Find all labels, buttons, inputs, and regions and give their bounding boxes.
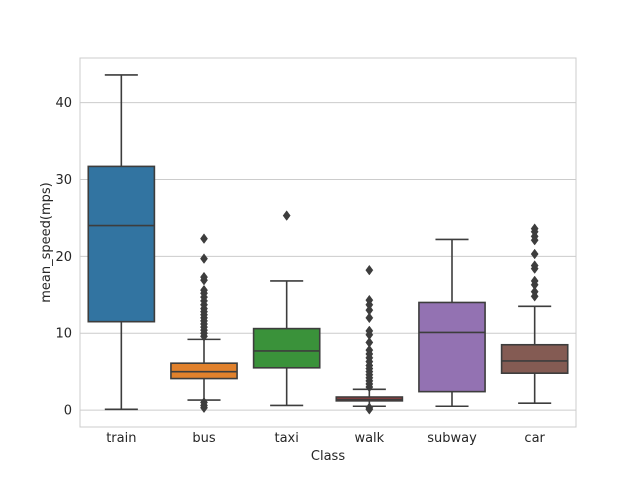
outlier-point — [200, 253, 208, 264]
outlier-point — [200, 233, 208, 244]
x-tick-label: taxi — [274, 431, 298, 446]
y-tick-labels: 0 10 20 30 40 — [55, 96, 72, 419]
outlier-point — [365, 264, 374, 276]
box-iqr — [252, 327, 321, 369]
outlier-point — [530, 275, 539, 287]
outlier-point — [530, 223, 539, 234]
plot-area — [79, 57, 577, 428]
y-axis-label: mean_speed(mps) — [39, 182, 54, 302]
box-group — [500, 223, 569, 404]
outlier-point — [365, 344, 374, 356]
box-iqr — [87, 165, 156, 323]
x-axis-label: Class — [311, 449, 345, 464]
box-group — [418, 238, 486, 408]
outlier-point — [200, 284, 208, 296]
outlier-point — [365, 337, 374, 348]
y-tick-label: 20 — [55, 250, 72, 265]
box-series — [87, 74, 569, 415]
outlier-point — [282, 210, 291, 221]
outlier-point — [530, 286, 539, 297]
outlier-point — [200, 271, 208, 283]
x-tick-label: train — [106, 431, 136, 446]
outlier-point — [365, 325, 374, 337]
x-tick-labels: train bus taxi walk subway car — [106, 431, 545, 446]
box-iqr — [418, 301, 486, 393]
grid-lines — [80, 102, 576, 411]
box-group — [335, 264, 404, 415]
outlier-point — [530, 248, 539, 260]
outlier-point — [365, 294, 374, 306]
x-tick-label: bus — [192, 431, 215, 446]
outlier-point — [530, 260, 539, 271]
x-tick-label: subway — [427, 431, 477, 446]
x-tick-label: walk — [354, 431, 384, 446]
y-tick-label: 10 — [55, 327, 72, 342]
outlier-point — [200, 402, 208, 414]
box-iqr — [500, 343, 569, 374]
y-tick-label: 0 — [64, 404, 72, 419]
box-group — [252, 210, 321, 407]
outlier-point — [365, 304, 374, 316]
y-tick-label: 40 — [55, 96, 72, 111]
x-tick-label: car — [524, 431, 545, 446]
box-group — [170, 233, 238, 414]
outlier-point — [365, 404, 374, 415]
box-group — [87, 74, 156, 411]
outlier-point — [365, 312, 374, 324]
y-tick-label: 30 — [55, 173, 72, 188]
